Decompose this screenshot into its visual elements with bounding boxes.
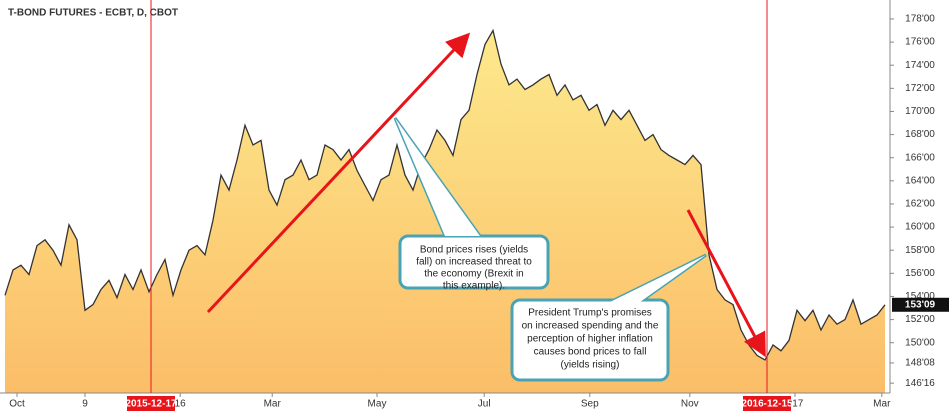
y-tick-label: 178'00 [905, 14, 935, 25]
y-tick-label: 150'00 [905, 337, 935, 348]
chart-title: T-BOND FUTURES - ECBT, D, CBOT [8, 8, 178, 19]
x-tick-label: Oct [9, 399, 25, 410]
callout-text: the economy (Brexit in [424, 269, 524, 280]
line [4, 28, 886, 361]
y-tick-label: 170'00 [905, 106, 935, 117]
callout: President Trump's promises on increased s… [510, 253, 707, 382]
y-tick-label: 158'00 [905, 245, 935, 256]
arrow [686, 209, 766, 358]
x-tick-label: Sep [581, 399, 599, 410]
x-tick-label: Mar [873, 399, 891, 410]
y-tick-label: 160'00 [905, 222, 935, 233]
y-tick-label: 174'00 [905, 60, 935, 71]
y-tick-label: 164'00 [905, 175, 935, 186]
y-tick-label: 156'00 [905, 268, 935, 279]
y-tick-label: 146'16 [905, 378, 935, 389]
y-tick-label: 154'00 [905, 291, 935, 302]
x-tick-label: 16 [175, 399, 187, 410]
x-tick-label: May [368, 399, 387, 410]
marker-box [127, 396, 175, 411]
x-tick-label: Mar [264, 399, 282, 410]
callout-text: perception of higher inflation [527, 334, 653, 345]
callout-text: fall) on increased threat to [416, 257, 532, 268]
y-tick-label: 162'00 [905, 199, 935, 210]
x-tick-label: 9 [82, 399, 88, 410]
last-price-label: 153'09 [905, 299, 936, 310]
callout-text: Bond prices rises (yields [420, 245, 528, 256]
marker-label: 2015-12-17 [125, 399, 177, 410]
last-price-box [892, 297, 949, 312]
marker-label: 2016-12-15 [741, 399, 793, 410]
callout-text: this example). [443, 281, 505, 292]
callout-text: (yields rising) [561, 360, 620, 371]
callout-text: on increased spending and the [522, 321, 659, 332]
x-tick-label: Jul [478, 399, 491, 410]
x-tick-label: Nov [681, 399, 699, 410]
x-tick-label: 017 [787, 399, 804, 410]
y-tick-label: 172'00 [905, 83, 935, 94]
y-tick-label: 176'00 [905, 37, 935, 48]
callout-text: causes bond prices to fall [534, 347, 647, 358]
y-tick-label: 152'00 [905, 314, 935, 325]
callout-text: President Trump's promises [528, 308, 652, 319]
arrow [206, 32, 471, 314]
y-tick-label: 148'08 [905, 358, 935, 369]
y-tick-label: 168'00 [905, 129, 935, 140]
marker-box [743, 396, 791, 411]
y-tick-label: 166'00 [905, 152, 935, 163]
